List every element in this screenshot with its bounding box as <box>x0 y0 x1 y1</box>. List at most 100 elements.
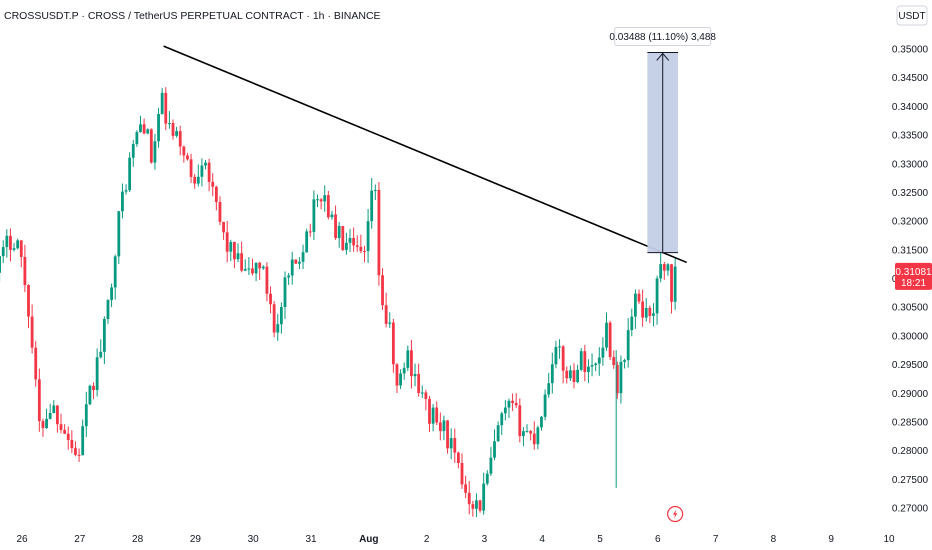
candle <box>81 419 85 456</box>
x-tick-label: 7 <box>713 534 719 545</box>
candle-body <box>0 256 2 273</box>
price-range-arrow-head <box>656 52 670 61</box>
candle <box>507 398 511 419</box>
candle <box>254 262 258 282</box>
x-tick-label: 27 <box>74 534 86 545</box>
candle-body <box>410 350 413 377</box>
time-axis[interactable]: 26 27 28 29 30 31 Aug 2 3 4 5 6 7 8 9 10 <box>16 534 895 545</box>
event-marker-icon[interactable] <box>667 505 684 523</box>
candle-body <box>204 162 207 166</box>
candle <box>142 118 146 135</box>
candle <box>348 228 352 253</box>
candle <box>312 190 316 240</box>
candle-body <box>370 190 374 222</box>
candle <box>619 355 623 404</box>
candle <box>352 227 356 252</box>
candle-body <box>388 322 392 324</box>
candle-body <box>290 259 294 276</box>
y-tick-label: 0.29000 <box>892 389 929 400</box>
candle-body <box>12 248 16 250</box>
candle-body <box>568 370 572 379</box>
candle-body <box>41 421 45 428</box>
candle-body <box>287 275 291 278</box>
candle-body <box>623 360 626 362</box>
candle <box>5 229 9 258</box>
candle-body <box>572 370 576 383</box>
candle <box>186 152 189 161</box>
candle-body <box>500 413 504 426</box>
candle <box>641 289 645 327</box>
candle <box>428 395 431 433</box>
candle-body <box>84 404 88 427</box>
candle <box>666 263 670 276</box>
candle <box>630 308 634 337</box>
candle <box>323 185 327 212</box>
trendline[interactable] <box>163 45 688 264</box>
candle <box>229 239 233 262</box>
y-tick-label: 0.32000 <box>892 217 929 228</box>
candle-body <box>70 439 74 449</box>
candle <box>149 128 153 164</box>
last-price-countdown: 18:21 <box>901 278 926 289</box>
candle <box>261 265 265 270</box>
candle-body <box>142 124 146 134</box>
candle-body <box>587 366 590 372</box>
candle <box>337 221 341 248</box>
candle <box>37 368 41 432</box>
candle <box>95 348 99 397</box>
candle <box>160 88 164 115</box>
candle-body <box>449 438 453 449</box>
candle-body <box>182 146 186 156</box>
candle <box>518 398 522 443</box>
candle-body <box>211 181 215 187</box>
candle <box>88 384 92 406</box>
candle <box>27 284 30 329</box>
price-range-measure[interactable]: 0.03488 (11.10%) 3,488 <box>609 26 716 254</box>
candle-body <box>518 405 522 437</box>
candle <box>117 210 121 265</box>
candle <box>236 243 240 263</box>
candle-body <box>630 316 634 331</box>
price-range-label-box <box>614 26 712 46</box>
candle-body <box>558 346 561 348</box>
candle <box>399 369 402 390</box>
candle-body <box>666 264 670 271</box>
candle <box>464 475 468 499</box>
candle <box>478 499 482 513</box>
candle <box>493 429 496 461</box>
candle-body <box>420 392 424 394</box>
candle-body <box>272 304 276 333</box>
candle-body <box>399 373 402 386</box>
candle <box>84 391 88 438</box>
candle-body <box>106 299 110 320</box>
candle-body <box>74 448 77 455</box>
currency-button[interactable]: USDT <box>896 5 928 26</box>
candle <box>612 350 616 369</box>
candle <box>446 420 449 454</box>
candle-body <box>673 266 677 302</box>
last-price-tag-background <box>895 262 932 290</box>
candle <box>124 184 128 195</box>
candle <box>500 411 504 435</box>
candle-body <box>131 144 135 158</box>
candle <box>182 145 186 163</box>
candle <box>139 115 142 133</box>
x-tick-label: 8 <box>771 534 777 545</box>
candle <box>388 312 392 328</box>
candle-body <box>641 301 645 318</box>
candle <box>301 244 305 269</box>
candle <box>70 430 74 454</box>
candle-body <box>547 383 551 395</box>
candle-body <box>460 462 464 485</box>
candle <box>175 126 179 138</box>
candle-body <box>5 235 9 248</box>
candle <box>623 358 626 369</box>
candle-body <box>222 221 225 233</box>
candle-body <box>341 226 345 250</box>
candle <box>66 426 70 450</box>
candle <box>514 393 518 409</box>
candle <box>251 258 254 276</box>
candle <box>453 428 457 463</box>
candle-body <box>56 405 59 425</box>
